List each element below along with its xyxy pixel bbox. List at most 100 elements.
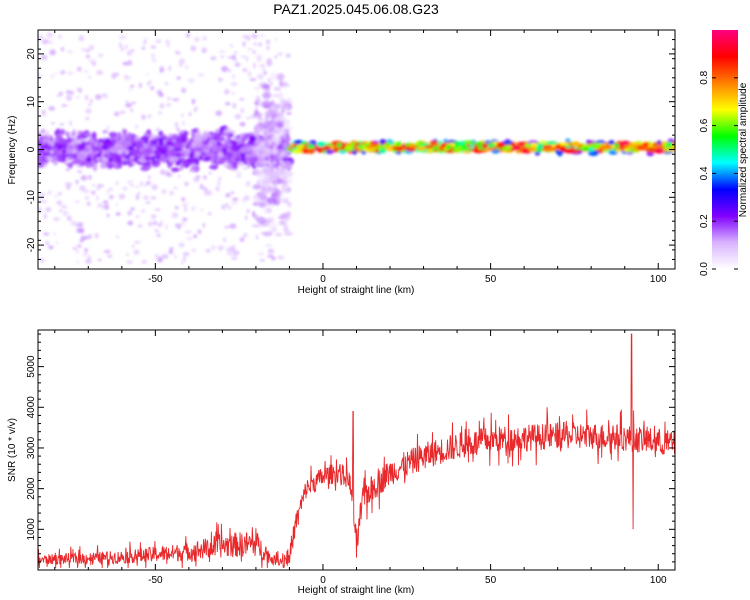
spectrogram-noise [154,253,160,259]
spectrogram-noise [229,44,234,48]
spectrogram-noise [253,42,258,46]
spectrogram-noise [49,49,56,56]
spectrogram-blob [106,142,114,149]
spectrogram-noise [150,45,157,49]
spectrogram-noise [106,125,110,130]
spectrogram-noise [233,250,240,256]
spectrogram-blob [172,141,182,150]
spectrogram-noise [144,37,148,43]
spectrogram-noise [217,245,225,250]
spectrogram-noise [229,223,237,229]
spectrogram-noise [79,87,82,94]
spectrogram-noise [113,111,120,117]
spectrogram-noise [215,110,223,116]
spectrogram-noise [151,53,155,59]
spectrogram-noise [177,224,182,230]
spectrogram-noise [58,34,62,40]
spectrogram-blob [154,148,161,157]
spectrogram-noise [223,237,226,243]
spectrogram-blob [275,121,284,129]
spectrogram-noise [239,122,246,127]
spectrogram-blob [385,141,392,146]
spectrogram-noise [223,139,231,143]
spectrogram-noise [158,92,164,98]
spectrogram-noise [159,67,163,73]
spectrogram-noise [181,87,187,94]
spectrogram-blob [59,128,66,136]
colorbar-tick-label: 0.4 [699,166,710,180]
spectrogram-noise [274,38,278,41]
x-tick-label: -50 [148,274,163,285]
spectrogram-blob [92,162,98,172]
spectrogram-noise [265,39,271,45]
spectrogram-noise [73,222,79,228]
spectrogram-noise [66,215,72,221]
spectrogram-blob [296,143,304,150]
spectrogram-noise [231,92,235,95]
spectrogram-noise [253,62,256,69]
spectrogram-noise [162,69,166,72]
spectrogram-noise [220,55,225,59]
spectrogram-blob [70,160,79,165]
spectrogram-blob [306,144,314,149]
spectrogram-noise [97,53,104,57]
colorbar-tick-label: 0.2 [699,214,710,228]
spectrogram-noise [85,94,89,101]
spectrogram-noise [94,141,99,148]
spectrogram-noise [229,247,236,253]
spectrogram-noise [119,110,126,115]
spectrogram-blob [266,58,273,67]
spectrogram-noise [85,54,91,59]
spectrogram-noise [66,89,71,95]
spectrogram-noise [168,249,174,255]
spectrogram-noise [245,215,248,221]
spectrogram-noise [111,74,117,80]
spectrogram-noise [226,134,231,137]
spectrogram-noise [223,161,230,168]
spectrogram-blob [251,223,261,228]
spectrogram-noise [178,242,185,248]
spectrogram-noise [136,194,139,201]
spectrogram-noise [188,112,192,117]
spectrogram-blob [185,148,191,155]
spectrogram-blob [51,149,61,155]
spectrogram-blob [546,141,559,145]
spectrogram-noise [77,169,83,174]
spectrogram-blob [268,121,277,130]
spectrogram-noise [282,128,286,133]
spectrogram-noise [231,54,236,60]
spectrogram-blob [77,133,81,140]
spectrogram-noise [141,46,146,50]
spectrogram-noise [178,61,183,68]
spectrogram-blob [614,143,620,148]
spectrogram-blob [524,143,530,147]
spectrogram-noise [180,222,186,226]
spectrogram-blob [240,146,250,154]
spectrogram-noise [218,176,222,181]
spectrogram-blob [283,232,294,236]
spectrogram-noise [56,94,60,98]
spectrogram-blob [366,144,376,150]
spectrogram-blob [112,155,116,161]
spectrogram-noise [207,141,211,148]
spectrogram-noise [239,237,245,243]
spectrogram-noise [252,33,258,39]
spectrogram-noise [39,192,46,197]
spectrogram-blob [67,162,74,169]
spectrogram-blob [509,147,522,151]
spectrogram-blob [385,147,394,152]
spectrogram-noise [183,256,186,262]
spectrogram-blob [179,162,184,171]
spectrogram-noise [75,96,80,99]
spectrogram-noise [263,176,270,183]
spectrogram-noise [274,130,277,134]
spectrogram-blob [61,156,66,163]
spectrogram-noise [240,107,245,114]
spectrogram-blob [256,216,267,224]
spectrogram-noise [232,197,239,202]
spectrogram-noise [182,218,188,221]
spectrogram-noise [159,103,165,109]
spectrogram-noise [182,202,188,207]
spectrogram-noise [147,175,151,180]
